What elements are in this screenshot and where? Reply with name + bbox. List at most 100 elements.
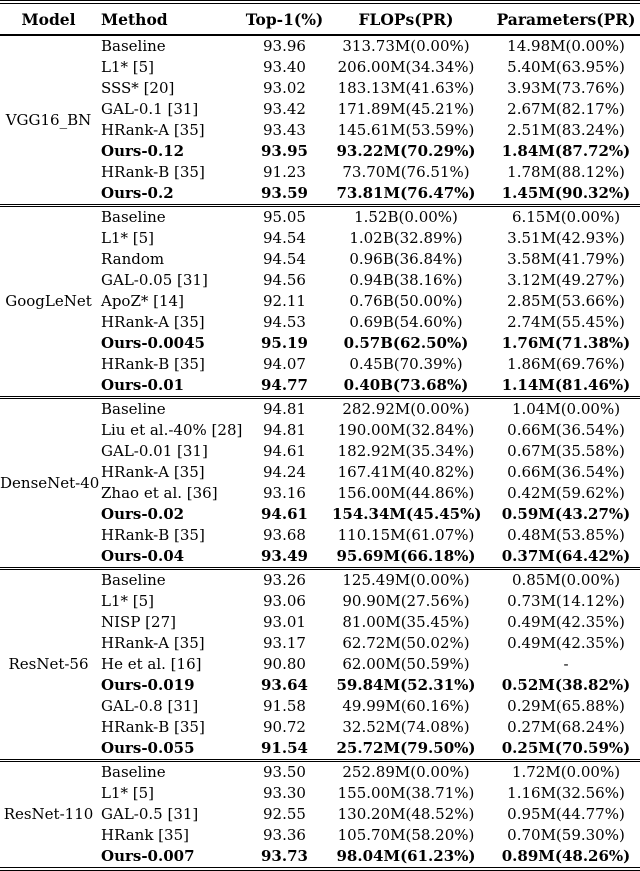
ours-result-row: Ours-0.04 93.49 95.69M(66.18%) 0.37M(64.42%…: [0, 546, 640, 569]
method-cell: Baseline: [101, 400, 166, 418]
top1-cell: 93.26: [263, 571, 306, 589]
params-cell: 2.74M(55.45%): [507, 313, 625, 331]
table-row: Zhao et al. [36] 93.16 156.00M(44.86%) 0.42…: [0, 483, 640, 504]
top1-cell: 94.24: [263, 463, 306, 481]
params-cell: 0.73M(14.12%): [507, 592, 625, 610]
method-cell: Baseline: [101, 208, 166, 226]
method-cell: L1* [5]: [101, 784, 155, 802]
method-cell: HRank-A [35]: [101, 634, 205, 652]
flops-cell: 190.00M(32.84%): [337, 421, 475, 439]
method-cell: Ours-0.2: [101, 184, 174, 202]
method-cell: Liu et al.-40% [28]: [101, 421, 243, 439]
table-row: L1* [5] 94.54 1.02B(32.89%) 3.51M(42.93%): [0, 228, 640, 249]
top1-cell: 93.01: [263, 613, 306, 631]
col-header-parameters: Parameters(PR): [480, 2, 640, 36]
table-row: HRank-B [35] 91.23 73.70M(76.51%) 1.78M(88.…: [0, 162, 640, 183]
top1-cell: 93.95: [261, 142, 308, 160]
model-section: VGG16_BN Baseline 93.96 313.73M(0.00%) 14.98…: [0, 35, 640, 206]
params-cell: 0.27M(68.24%): [507, 718, 625, 736]
ours-result-row: Ours-0.2 93.59 73.81M(76.47%) 1.45M(90.32%): [0, 183, 640, 206]
params-cell: 1.76M(71.38%): [501, 334, 631, 352]
params-cell: 1.04M(0.00%): [511, 400, 621, 418]
model-section: ResNet-56 Baseline 93.26 125.49M(0.00%) 0.85…: [0, 568, 640, 761]
col-header-flops: FLOPs(PR): [332, 2, 480, 36]
table-row: ApoZ* [14] 92.11 0.76B(50.00%) 2.85M(53.66%…: [0, 291, 640, 312]
flops-cell: 183.13M(41.63%): [337, 79, 475, 97]
ours-result-row: Ours-0.12 93.95 93.22M(70.29%) 1.84M(87.72%…: [0, 141, 640, 162]
method-cell: He et al. [16]: [101, 655, 202, 673]
flops-cell: 81.00M(35.45%): [342, 613, 470, 631]
table-row: VGG16_BN Baseline 93.96 313.73M(0.00%) 14.98…: [0, 35, 640, 129]
method-cell: GAL-0.01 [31]: [101, 442, 208, 460]
top1-cell: 91.23: [263, 163, 306, 181]
top1-cell: 93.40: [263, 58, 306, 76]
flops-cell: 167.41M(40.82%): [337, 463, 475, 481]
method-cell: Ours-0.01: [101, 376, 185, 394]
flops-cell: 25.72M(79.50%): [336, 739, 476, 757]
params-cell: 3.51M(42.93%): [507, 229, 625, 247]
flops-cell: 93.22M(70.29%): [336, 142, 476, 160]
flops-cell: 90.90M(27.56%): [342, 592, 470, 610]
method-cell: L1* [5]: [101, 229, 155, 247]
method-cell: HRank-B [35]: [101, 526, 205, 544]
top1-cell: 93.43: [263, 121, 306, 139]
top1-cell: 91.58: [263, 697, 306, 715]
params-cell: 1.84M(87.72%): [501, 142, 631, 160]
method-cell: GAL-0.1 [31]: [101, 100, 199, 118]
table-header: Model Method Top-1(%) FLOPs(PR) Paramete…: [0, 2, 640, 36]
flops-cell: 156.00M(44.86%): [337, 484, 475, 502]
method-cell: Zhao et al. [36]: [101, 484, 218, 502]
table-row: HRank-A [35] 94.53 0.69B(54.60%) 2.74M(55.4…: [0, 312, 640, 333]
ours-result-row: Ours-0.055 91.54 25.72M(79.50%) 0.25M(70.59…: [0, 738, 640, 761]
top1-cell: 93.16: [263, 484, 306, 502]
method-cell: GAL-0.5 [31]: [101, 805, 199, 823]
table-row: HRank-A [35] 94.24 167.41M(40.82%) 0.66M(36…: [0, 462, 640, 483]
params-cell: 0.59M(43.27%): [501, 505, 631, 523]
top1-cell: 94.77: [261, 376, 308, 394]
method-cell: ApoZ* [14]: [101, 292, 184, 310]
table-row: HRank-B [35] 93.68 110.15M(61.07%) 0.48M(53…: [0, 525, 640, 546]
top1-cell: 93.96: [263, 37, 306, 55]
params-cell: 1.78M(88.12%): [507, 163, 625, 181]
method-cell: HRank-B [35]: [101, 163, 205, 181]
method-cell: Baseline: [101, 763, 166, 781]
method-cell: Ours-0.12: [101, 142, 185, 160]
flops-cell: 171.89M(45.21%): [337, 100, 475, 118]
top1-cell: 93.17: [263, 634, 306, 652]
top1-cell: 94.54: [263, 250, 306, 268]
flops-cell: 98.04M(61.23%): [336, 847, 476, 865]
method-cell: Baseline: [101, 37, 166, 55]
top1-cell: 92.55: [263, 805, 306, 823]
ours-result-row: Ours-0.019 93.64 59.84M(52.31%) 0.52M(38.82…: [0, 675, 640, 696]
top1-cell: 95.19: [261, 334, 308, 352]
flops-cell: 0.94B(38.16%): [349, 271, 463, 289]
method-cell: L1* [5]: [101, 58, 155, 76]
params-cell: 0.85M(0.00%): [511, 571, 621, 589]
flops-cell: 145.61M(53.59%): [337, 121, 475, 139]
params-cell: 0.48M(53.85%): [507, 526, 625, 544]
top1-cell: 93.64: [261, 676, 308, 694]
params-cell: -: [563, 655, 569, 673]
params-cell: 0.37M(64.42%): [501, 547, 631, 565]
model-label: ResNet-110: [3, 805, 94, 823]
top1-cell: 90.72: [263, 718, 306, 736]
params-cell: 0.95M(44.77%): [507, 805, 625, 823]
method-cell: Ours-0.04: [101, 547, 185, 565]
flops-cell: 110.15M(61.07%): [337, 526, 475, 544]
top1-cell: 93.73: [261, 847, 308, 865]
params-cell: 3.93M(73.76%): [507, 79, 625, 97]
flops-cell: 0.57B(62.50%): [343, 334, 469, 352]
flops-cell: 0.69B(54.60%): [349, 313, 463, 331]
top1-cell: 94.81: [263, 421, 306, 439]
top1-cell: 93.30: [263, 784, 306, 802]
top1-cell: 93.06: [263, 592, 306, 610]
header-row: Model Method Top-1(%) FLOPs(PR) Paramete…: [0, 2, 640, 36]
ours-result-row: Ours-0.01 94.77 0.40B(73.68%) 1.14M(81.46%): [0, 375, 640, 398]
params-cell: 3.12M(49.27%): [507, 271, 625, 289]
params-cell: 0.25M(70.59%): [501, 739, 631, 757]
model-section: DenseNet-40 Baseline 94.81 282.92M(0.00%) 1.…: [0, 397, 640, 569]
table-row: GAL-0.01 [31] 94.61 182.92M(35.34%) 0.67M(3…: [0, 441, 640, 462]
method-cell: Ours-0.02: [101, 505, 185, 523]
method-cell: HRank-A [35]: [101, 121, 205, 139]
